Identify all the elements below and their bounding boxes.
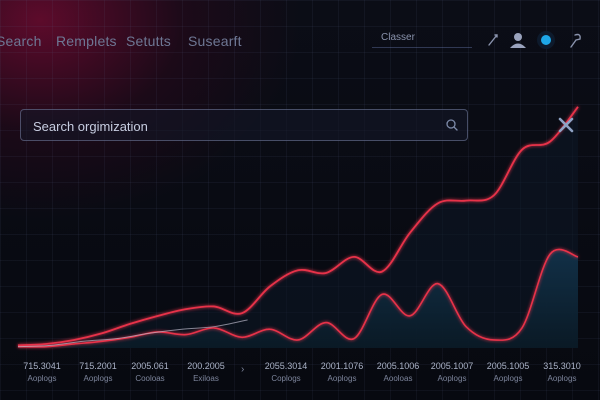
x-tick-sublabel: Aoplogs [83, 374, 113, 383]
user-icon[interactable] [508, 30, 528, 50]
area-fill-series-1 [18, 106, 578, 348]
caret-icon: › [241, 364, 245, 375]
x-tick-sublabel: Coplogs [271, 374, 301, 383]
edit-icon[interactable] [484, 30, 504, 50]
line-layer [17, 106, 579, 348]
search-bar [20, 109, 468, 142]
x-tick-label: 2001.1076 [320, 361, 364, 371]
x-tick: 2005.061 Cooloas [122, 361, 178, 383]
x-tick: 715.2001 Aoplogs [70, 361, 126, 383]
line-series-3 [17, 319, 248, 348]
x-tick-sublabel: Exiloas [193, 374, 219, 383]
x-tick-label: 2005.1007 [430, 361, 474, 371]
line-series-2 [17, 248, 579, 348]
x-tick-sublabel: Aoplogs [27, 374, 57, 383]
x-tick: 2005.1005 Aoplogs [480, 361, 536, 383]
nav-remplets[interactable]: Remplets [56, 33, 117, 49]
x-tick: 2005.1006 Aooloas [370, 361, 426, 383]
search-input[interactable] [31, 110, 435, 142]
x-tick-label: 715.3041 [23, 361, 61, 371]
x-tick-label: 2005.061 [131, 361, 169, 371]
x-tick-label: 2005.1006 [376, 361, 420, 371]
area-fill-series-2 [18, 249, 578, 348]
x-tick-label: 200.2005 [187, 361, 225, 371]
close-icon[interactable] [556, 115, 576, 135]
x-tick-label: 2005.1005 [486, 361, 530, 371]
search-icon[interactable] [445, 118, 459, 132]
x-tick: 715.3041 Aoplogs [14, 361, 70, 383]
x-tick: 200.2005 Exiloas [178, 361, 234, 383]
x-tick-sublabel: Aooloas [383, 374, 413, 383]
nav-search[interactable]: Search [0, 33, 42, 49]
x-tick-sublabel: Cooloas [135, 374, 165, 383]
x-tick: 2001.1076 Aoplogs [314, 361, 370, 383]
nav-setutts[interactable]: Setutts [126, 33, 171, 49]
x-tick-sublabel: Aoplogs [437, 374, 467, 383]
top-bar: Search Remplets Setutts Susearft Classer [0, 0, 600, 80]
area-layer [18, 106, 578, 348]
x-tick-sublabel: Aoplogs [327, 374, 357, 383]
x-tick-label: 715.2001 [79, 361, 117, 371]
pin-icon[interactable] [566, 30, 586, 50]
x-tick-sublabel: Aoplogs [493, 374, 523, 383]
x-tick-label: 2055.3014 [264, 361, 308, 371]
x-tick: 315.3010 Aoplogs [534, 361, 590, 383]
x-tick: 2055.3014 Coplogs [258, 361, 314, 383]
x-tick: 2005.1007 Aoplogs [424, 361, 480, 383]
tab-classer[interactable]: Classer [372, 28, 472, 48]
tab-classer-label: Classer [381, 32, 415, 43]
nav-susearft[interactable]: Susearft [188, 33, 242, 49]
status-dot-icon[interactable] [536, 30, 556, 50]
x-tick-sublabel: Aoplogs [547, 374, 577, 383]
x-tick-label: 315.3010 [543, 361, 581, 371]
line-series-1 [17, 106, 579, 347]
